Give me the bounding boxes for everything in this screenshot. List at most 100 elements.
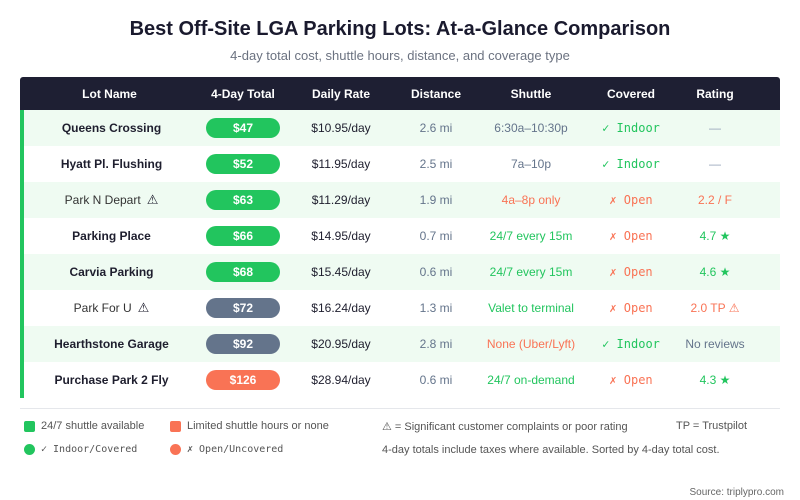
total-cell: $68 (199, 262, 287, 282)
column-header: Daily Rate (311, 86, 371, 101)
lot-name: Hearthstone Garage (54, 337, 169, 351)
distance: 1.3 mi (419, 301, 453, 315)
total-cell: $72 (199, 298, 287, 318)
lot-name: Carvia Parking (69, 265, 154, 279)
lot-name: Parking Place (72, 229, 151, 243)
covered-status: ✗ Open (609, 373, 653, 387)
distance: 2.6 mi (419, 121, 453, 135)
lot-name-cell: Park For U ⚠ (24, 300, 199, 316)
table-body: Queens Crossing $47 $10.95/day 2.6 mi 6:… (20, 110, 780, 398)
page-subtitle: 4-day total cost, shuttle hours, distanc… (230, 48, 570, 63)
lot-name-cell: Queens Crossing (24, 121, 199, 135)
distance: 2.5 mi (419, 157, 453, 171)
warning-icon: ⚠ (137, 300, 150, 315)
table-row: Purchase Park 2 Fly $126 $28.94/day 0.6 … (20, 362, 780, 398)
daily-rate: $11.29/day (311, 193, 371, 207)
daily-rate: $11.95/day (311, 157, 371, 171)
rating: 4.7 ★ (699, 229, 731, 243)
covered-status: ✗ Open (609, 301, 653, 315)
total-cell: $92 (199, 334, 287, 354)
lot-name: Hyatt Pl. Flushing (60, 157, 163, 171)
shuttle-hours: 7a–10p (510, 157, 552, 171)
rating: 4.6 ★ (699, 265, 731, 279)
daily-rate: $15.45/day (311, 265, 371, 279)
total-badge: $52 (206, 154, 280, 174)
daily-rate: $28.94/day (311, 373, 371, 387)
table-row: Parking Place $66 $14.95/day 0.7 mi 24/7… (20, 218, 780, 254)
column-header: Covered (606, 86, 656, 101)
total-cell: $47 (199, 118, 287, 138)
distance: 0.7 mi (419, 229, 453, 243)
green-dot-icon (24, 444, 35, 455)
distance: 1.9 mi (419, 193, 453, 207)
shuttle-hours: 4a–8p only (501, 193, 561, 207)
lot-name: Park N Depart (64, 193, 141, 207)
orange-square-icon (170, 420, 181, 432)
lot-name-cell: Carvia Parking (24, 265, 199, 279)
daily-rate: $10.95/day (311, 121, 371, 135)
shuttle-hours: None (Uber/Lyft) (486, 337, 576, 351)
orange-dot-icon (170, 444, 181, 455)
legend-label: TP = Trustpilot (676, 420, 748, 432)
total-cell: $52 (199, 154, 287, 174)
lot-name-cell: Hyatt Pl. Flushing (24, 157, 199, 171)
total-cell: $126 (199, 370, 287, 390)
covered-status: ✓ Indoor (602, 121, 660, 135)
covered-status: ✗ Open (609, 265, 653, 279)
total-badge: $92 (206, 334, 280, 354)
lot-name-cell: Park N Depart ⚠ (24, 192, 199, 208)
total-badge: $47 (206, 118, 280, 138)
column-header: 4-Day Total (211, 86, 275, 101)
table-row: Carvia Parking $68 $15.45/day 0.6 mi 24/… (20, 254, 780, 290)
shuttle-hours: 6:30a–10:30p (494, 121, 568, 135)
legend-item-limited: Limited shuttle hours or none (170, 420, 329, 432)
daily-rate: $20.95/day (311, 337, 371, 351)
table-row: Hearthstone Garage $92 $20.95/day 2.8 mi… (20, 326, 780, 362)
distance: 2.8 mi (419, 337, 453, 351)
daily-rate: $16.24/day (311, 301, 371, 315)
covered-status: ✓ Indoor (602, 157, 660, 171)
column-header: Shuttle (510, 86, 552, 101)
covered-status: ✗ Open (609, 229, 653, 243)
table-header: Lot Name 4-Day Total Daily Rate Distance… (20, 77, 780, 110)
shuttle-hours: 24/7 on-demand (487, 373, 575, 387)
shuttle-hours: 24/7 every 15m (489, 265, 573, 279)
column-header: Rating (696, 86, 734, 101)
legend-label: ✗ Open/Uncovered (187, 444, 284, 455)
column-header: Lot Name (82, 86, 137, 101)
rating: — (709, 157, 721, 171)
legend-item-indoor: ✓ Indoor/Covered (24, 444, 137, 455)
covered-status: ✗ Open (609, 193, 653, 207)
shuttle-hours: 24/7 every 15m (489, 229, 573, 243)
green-square-icon (24, 420, 35, 432)
column-header: Distance (410, 86, 462, 101)
legend-item-warning: ⚠ = Significant customer complaints or p… (382, 420, 628, 433)
source-credit: Source: triplypro.com (689, 487, 784, 498)
page-title: Best Off-Site LGA Parking Lots: At-a-Gla… (129, 18, 671, 40)
legend-label: 24/7 shuttle available (41, 420, 145, 432)
total-badge: $72 (206, 298, 280, 318)
total-badge: $66 (206, 226, 280, 246)
table-row: Park For U ⚠ $72 $16.24/day 1.3 mi Valet … (20, 290, 780, 326)
distance: 0.6 mi (419, 265, 453, 279)
legend-item-trustpilot: TP = Trustpilot (676, 420, 747, 432)
distance: 0.6 mi (419, 373, 453, 387)
total-cell: $63 (199, 190, 287, 210)
daily-rate: $14.95/day (311, 229, 371, 243)
total-cell: $66 (199, 226, 287, 246)
rating: 4.3 ★ (699, 373, 731, 387)
lot-name: Purchase Park 2 Fly (54, 373, 169, 387)
lot-name-cell: Hearthstone Garage (24, 337, 199, 351)
rating: 2.2 / F (697, 193, 732, 207)
rating: No reviews (685, 337, 745, 351)
comparison-table: Lot Name 4-Day Total Daily Rate Distance… (20, 77, 780, 398)
table-row: Park N Depart ⚠ $63 $11.29/day 1.9 mi 4a–… (20, 182, 780, 218)
legend-label: Limited shuttle hours or none (187, 420, 329, 432)
table-row: Hyatt Pl. Flushing $52 $11.95/day 2.5 mi… (20, 146, 780, 182)
rating: 2.0 TP ⚠ (690, 301, 740, 315)
legend-item-247: 24/7 shuttle available (24, 420, 144, 432)
legend-label: ✓ Indoor/Covered (41, 444, 138, 455)
legend-label: ⚠ = Significant customer complaints or p… (382, 421, 628, 433)
total-badge: $126 (206, 370, 280, 390)
lot-name: Queens Crossing (61, 121, 162, 135)
